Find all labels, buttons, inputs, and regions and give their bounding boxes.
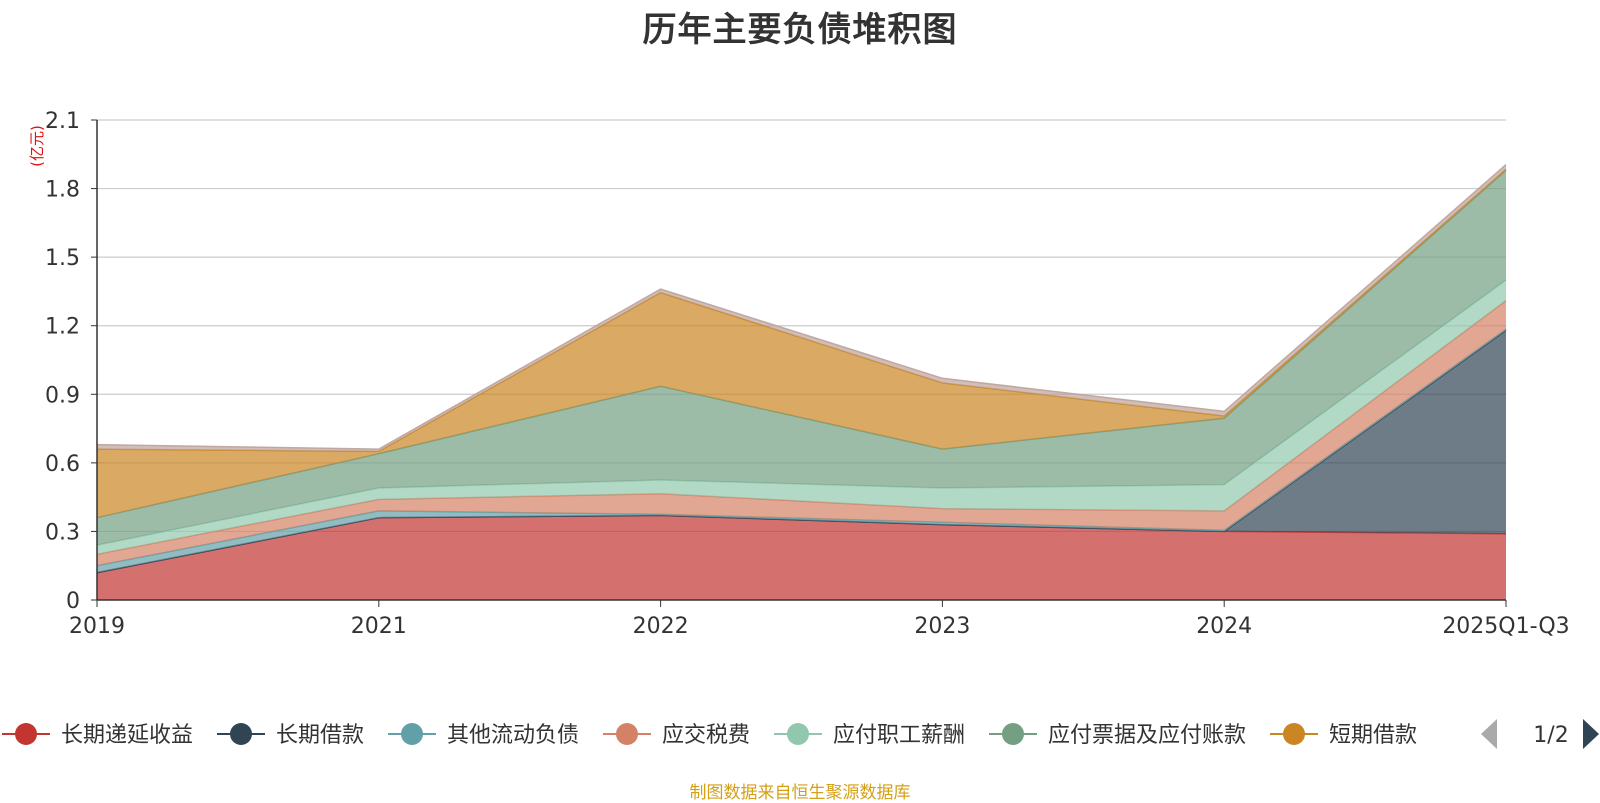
area-series-6 bbox=[97, 169, 1506, 518]
legend-item-3[interactable]: 应交税费 bbox=[603, 723, 750, 748]
chart-title: 历年主要负债堆积图 bbox=[642, 10, 958, 50]
y-tick-label: 2.1 bbox=[45, 109, 80, 134]
y-axis-unit-label: (亿元) bbox=[28, 125, 46, 167]
legend-prev-page-icon[interactable] bbox=[1481, 719, 1497, 749]
legend-item-5[interactable]: 应付票据及应付账款 bbox=[989, 723, 1246, 748]
area-series-0 bbox=[97, 515, 1506, 600]
legend-next-page-icon[interactable] bbox=[1583, 719, 1599, 749]
y-tick-label: 0.6 bbox=[45, 452, 80, 477]
legend-label: 应付票据及应付账款 bbox=[1048, 723, 1246, 748]
y-tick-label: 1.8 bbox=[45, 178, 80, 203]
legend-label: 长期借款 bbox=[276, 723, 364, 748]
stacked-areas bbox=[96, 164, 1507, 600]
x-tick-label: 2025Q1-Q3 bbox=[1442, 614, 1569, 639]
axes bbox=[91, 119, 1507, 607]
x-tick-label: 2022 bbox=[633, 614, 689, 639]
x-tick-label: 2021 bbox=[351, 614, 407, 639]
area-series-line-7 bbox=[96, 164, 1507, 450]
legend-marker bbox=[616, 723, 638, 745]
legend-item-4[interactable]: 应付职工薪酬 bbox=[774, 723, 965, 748]
legend-page-indicator: 1/2 bbox=[1533, 723, 1568, 748]
y-tick-label: 0.3 bbox=[45, 520, 80, 545]
legend-marker bbox=[787, 723, 809, 745]
legend: 长期递延收益 长期借款 其他流动负债 应交税费 应付职工薪酬 应付票据及应付账款 短期借款 1… bbox=[2, 719, 1599, 749]
x-tick-labels: 2019 2021 2022 2023 2024 2025Q1-Q3 bbox=[69, 614, 1570, 639]
legend-label: 应付职工薪酬 bbox=[833, 723, 965, 748]
area-series-5 bbox=[97, 170, 1506, 546]
x-tick-label: 2024 bbox=[1196, 614, 1252, 639]
y-tick-labels: 0 0.3 0.6 0.9 1.2 1.5 1.8 2.1(亿元) bbox=[28, 109, 80, 614]
legend-marker bbox=[230, 723, 252, 745]
legend-item-2[interactable]: 其他流动负债 bbox=[388, 723, 579, 748]
legend-label: 长期递延收益 bbox=[61, 723, 193, 748]
y-tick-label: 0 bbox=[66, 589, 80, 614]
legend-marker bbox=[1283, 723, 1305, 745]
legend-marker bbox=[1002, 723, 1024, 745]
legend-marker bbox=[15, 723, 37, 745]
y-tick-label: 0.9 bbox=[45, 383, 80, 408]
x-tick-label: 2019 bbox=[69, 614, 125, 639]
legend-item-0[interactable]: 长期递延收益 bbox=[2, 723, 193, 748]
x-tick-label: 2023 bbox=[914, 614, 970, 639]
legend-label: 短期借款 bbox=[1329, 723, 1417, 748]
y-tick-label: 1.2 bbox=[45, 315, 80, 340]
legend-marker bbox=[401, 723, 423, 745]
source-note: 制图数据来自恒生聚源数据库 bbox=[689, 783, 911, 803]
area-series-3 bbox=[97, 300, 1506, 566]
legend-label: 其他流动负债 bbox=[447, 723, 579, 748]
legend-item-6[interactable]: 短期借款 bbox=[1270, 723, 1417, 748]
legend-item-1[interactable]: 长期借款 bbox=[217, 723, 364, 748]
legend-label: 应交税费 bbox=[662, 723, 750, 748]
y-tick-label: 1.5 bbox=[45, 246, 80, 271]
